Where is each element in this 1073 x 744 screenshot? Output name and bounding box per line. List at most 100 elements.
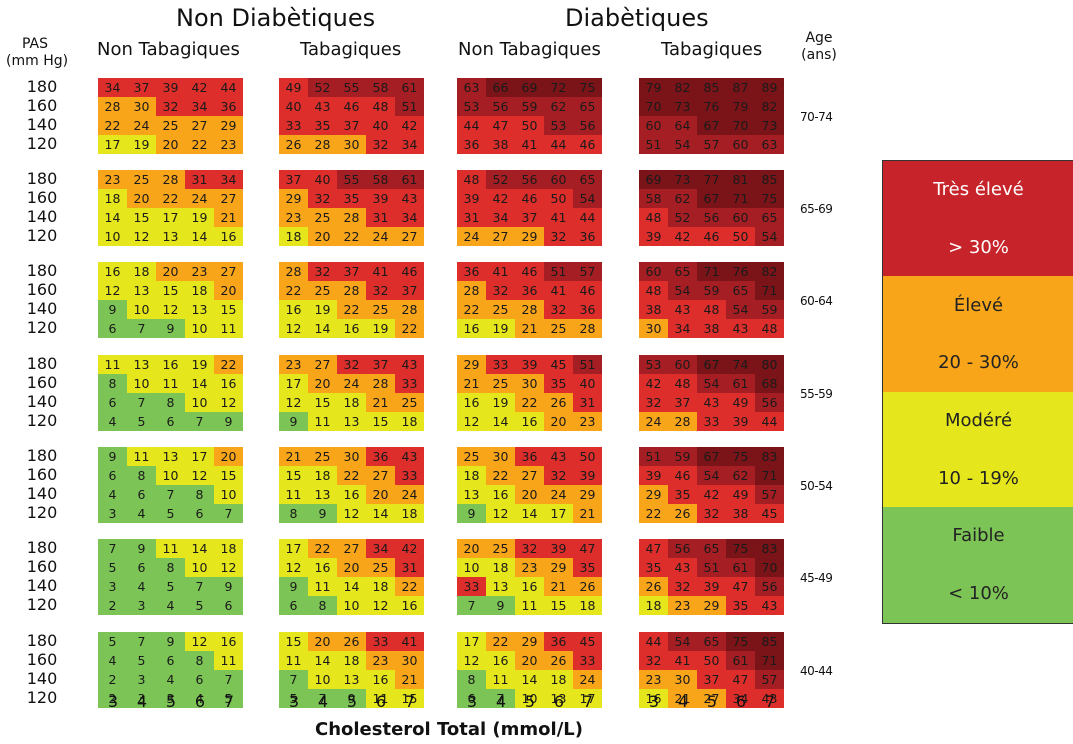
risk-cell: 8 bbox=[156, 393, 185, 412]
risk-cell: 34 bbox=[726, 689, 755, 708]
risk-cell: 85 bbox=[697, 78, 726, 97]
subtitle-non-smoker-1: Non Tabagiques bbox=[97, 39, 240, 60]
sbp-label-140: 140 bbox=[26, 669, 58, 688]
risk-cell: 49 bbox=[279, 78, 308, 97]
risk-row: 6 8 10 12 15 bbox=[98, 466, 243, 485]
risk-cell: 57 bbox=[573, 262, 602, 281]
x-tick-label: 6 bbox=[375, 692, 387, 711]
risk-cell: 16 bbox=[98, 262, 127, 281]
risk-cell: 65 bbox=[573, 97, 602, 116]
risk-cell: 71 bbox=[726, 189, 755, 208]
risk-row: 60 64 67 70 73 bbox=[639, 116, 784, 135]
risk-cell: 13 bbox=[337, 670, 366, 689]
risk-cell: 55 bbox=[337, 170, 366, 189]
risk-block: 34 37 39 42 44 28 30 32 34 36 22 24 25 27 29 17 19 20 22 23 bbox=[98, 78, 243, 154]
risk-cell: 23 bbox=[573, 412, 602, 431]
risk-cell: 44 bbox=[755, 412, 784, 431]
risk-cell: 22 bbox=[639, 504, 668, 523]
risk-cell: 15 bbox=[544, 596, 573, 615]
risk-cell: 25 bbox=[308, 281, 337, 300]
legend-item: Très élevé bbox=[883, 161, 1073, 219]
risk-cell: 54 bbox=[668, 135, 697, 154]
risk-row: 44 54 65 75 85 bbox=[639, 632, 784, 651]
risk-block: 20 25 32 39 47 10 18 23 29 35 33 13 16 21 26 7 9 11 15 18 bbox=[457, 539, 602, 615]
risk-block: 63 66 69 72 75 53 56 59 62 65 44 47 50 53 56 36 38 41 44 46 bbox=[457, 78, 602, 154]
risk-row: 79 82 85 87 89 bbox=[639, 78, 784, 97]
risk-cell: 31 bbox=[366, 208, 395, 227]
risk-cell: 6 bbox=[156, 651, 185, 670]
risk-cell: 43 bbox=[755, 689, 784, 708]
risk-block: 17 22 27 34 42 12 16 20 25 31 9 11 14 18 22 6 8 10 12 16 bbox=[279, 539, 424, 615]
risk-cell: 45 bbox=[755, 504, 784, 523]
risk-cell: 21 bbox=[366, 393, 395, 412]
x-tick-label: 6 bbox=[194, 692, 206, 711]
risk-cell: 71 bbox=[755, 281, 784, 300]
risk-block: 5 7 9 12 16 4 5 6 8 11 2 3 4 6 7 2 3 3 4 5 bbox=[98, 632, 243, 708]
risk-cell: 77 bbox=[697, 170, 726, 189]
risk-cell: 54 bbox=[668, 632, 697, 651]
risk-cell: 35 bbox=[573, 558, 602, 577]
risk-cell: 21 bbox=[515, 319, 544, 338]
risk-row: 21 25 30 36 43 bbox=[279, 447, 424, 466]
sbp-label-160: 160 bbox=[26, 373, 58, 392]
risk-cell: 50 bbox=[515, 116, 544, 135]
risk-cell: 24 bbox=[544, 485, 573, 504]
risk-cell: 16 bbox=[486, 651, 515, 670]
risk-cell: 35 bbox=[308, 116, 337, 135]
risk-cell: 82 bbox=[755, 97, 784, 116]
risk-cell: 16 bbox=[366, 670, 395, 689]
risk-cell: 25 bbox=[366, 558, 395, 577]
risk-block: 79 82 85 87 89 70 73 76 79 82 60 64 67 70 73 51 54 57 60 63 bbox=[639, 78, 784, 154]
risk-cell: 34 bbox=[395, 135, 424, 154]
risk-cell: 28 bbox=[98, 97, 127, 116]
risk-cell: 72 bbox=[544, 78, 573, 97]
risk-cell: 50 bbox=[544, 189, 573, 208]
risk-cell: 59 bbox=[668, 447, 697, 466]
risk-cell: 20 bbox=[214, 447, 243, 466]
risk-cell: 11 bbox=[486, 670, 515, 689]
risk-cell: 74 bbox=[726, 355, 755, 374]
risk-cell: 10 bbox=[214, 485, 243, 504]
risk-cell: 7 bbox=[156, 485, 185, 504]
risk-cell: 44 bbox=[573, 208, 602, 227]
sbp-label-160: 160 bbox=[26, 96, 58, 115]
risk-row: 5 7 9 12 16 bbox=[98, 632, 243, 651]
risk-cell: 16 bbox=[337, 485, 366, 504]
risk-cell: 59 bbox=[755, 300, 784, 319]
risk-cell: 27 bbox=[337, 539, 366, 558]
sbp-label-160: 160 bbox=[26, 188, 58, 207]
risk-cell: 34 bbox=[366, 539, 395, 558]
risk-cell: 19 bbox=[185, 355, 214, 374]
age-header: Age (ans) bbox=[794, 30, 844, 64]
risk-cell: 31 bbox=[457, 208, 486, 227]
risk-cell: 26 bbox=[573, 577, 602, 596]
risk-row: 48 52 56 60 65 bbox=[457, 170, 602, 189]
risk-cell: 7 bbox=[127, 319, 156, 338]
risk-cell: 10 bbox=[337, 596, 366, 615]
risk-cell: 37 bbox=[697, 670, 726, 689]
risk-row: 18 23 29 35 43 bbox=[639, 596, 784, 615]
risk-cell: 40 bbox=[573, 374, 602, 393]
risk-row: 10 18 23 29 35 bbox=[457, 558, 602, 577]
risk-cell: 57 bbox=[755, 670, 784, 689]
risk-cell: 5 bbox=[156, 577, 185, 596]
risk-cell: 10 bbox=[515, 689, 544, 708]
risk-cell: 33 bbox=[395, 466, 424, 485]
risk-cell: 5 bbox=[214, 689, 243, 708]
risk-cell: 15 bbox=[279, 466, 308, 485]
risk-cell: 28 bbox=[337, 281, 366, 300]
risk-row: 32 37 43 49 56 bbox=[639, 393, 784, 412]
risk-cell: 42 bbox=[395, 116, 424, 135]
risk-cell: 17 bbox=[98, 135, 127, 154]
risk-cell: 21 bbox=[544, 577, 573, 596]
risk-row: 12 13 15 18 20 bbox=[98, 281, 243, 300]
risk-cell: 10 bbox=[457, 558, 486, 577]
risk-cell: 66 bbox=[486, 78, 515, 97]
risk-cell: 41 bbox=[544, 281, 573, 300]
sbp-label-140: 140 bbox=[26, 207, 58, 226]
risk-row: 17 22 29 36 45 bbox=[457, 632, 602, 651]
risk-block: 51 59 67 75 83 39 46 54 62 71 29 35 42 49 57 22 26 32 38 45 bbox=[639, 447, 784, 523]
x-tick-label: 5 bbox=[706, 692, 718, 711]
risk-cell: 26 bbox=[337, 632, 366, 651]
